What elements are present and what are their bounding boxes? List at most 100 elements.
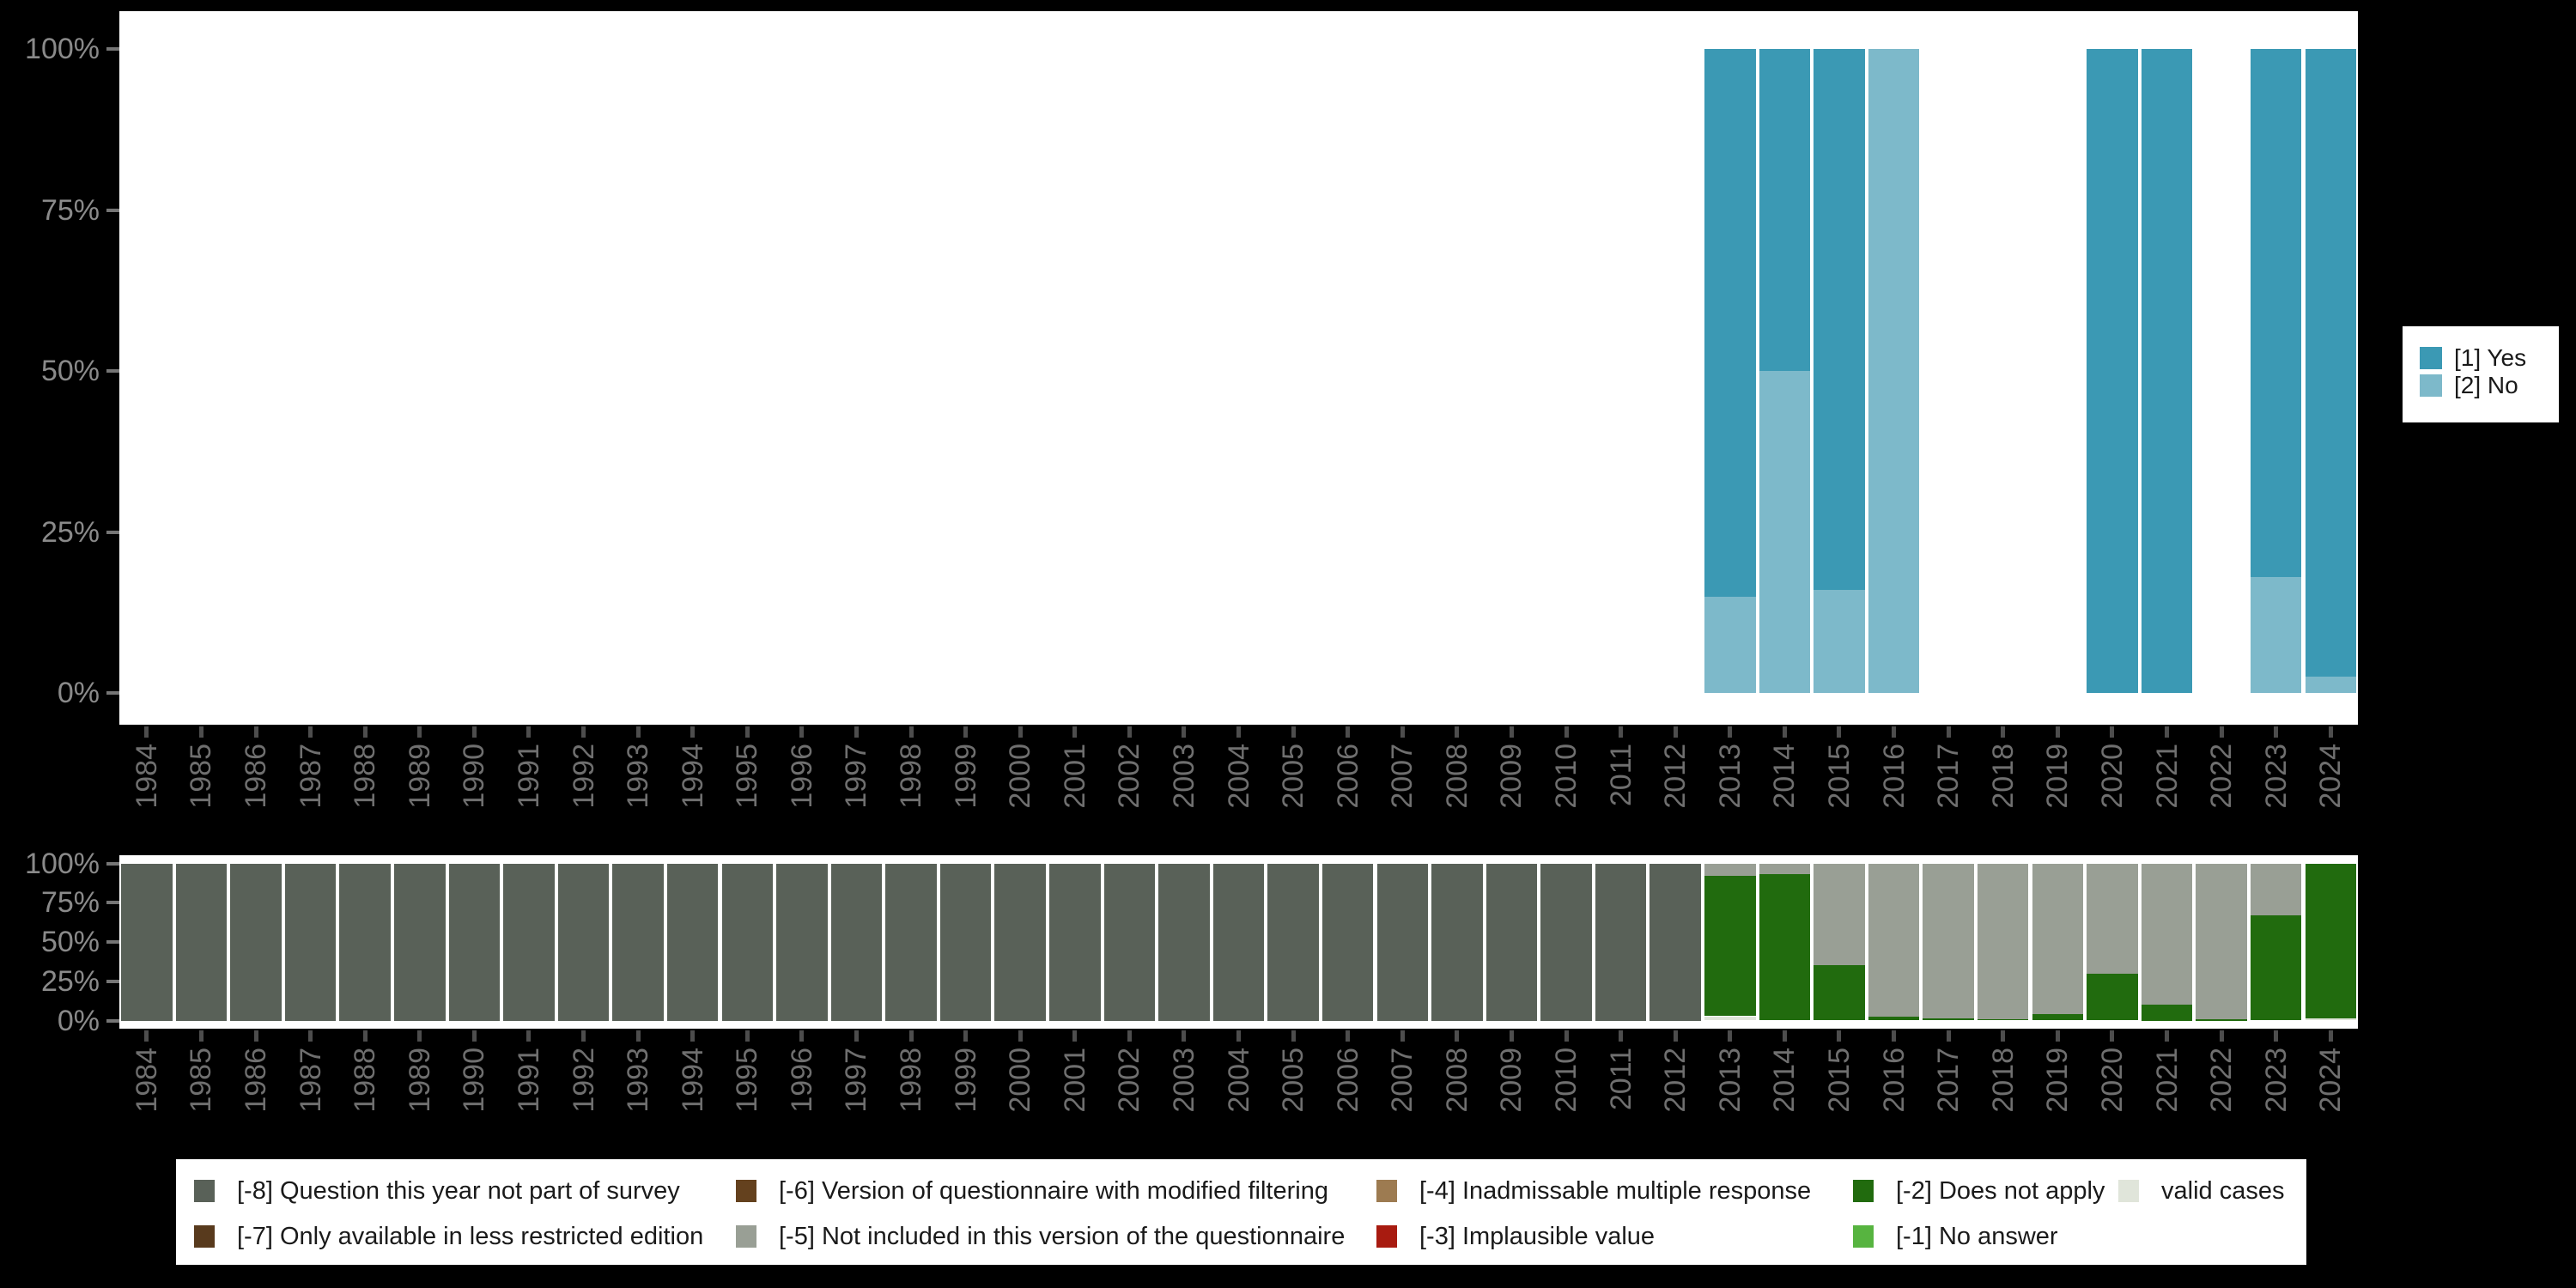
answers-x-tick (526, 726, 532, 738)
missing-x-tick-label: 1999 (949, 1048, 982, 1113)
missing-bar-segment-1998 (885, 863, 937, 1021)
answers-bar-segment-2015 (1814, 590, 1865, 693)
missing-bar-segment-2022 (2196, 1019, 2247, 1021)
answers-bar-segment-2016 (1868, 49, 1920, 693)
missing-x-tick (2219, 1030, 2224, 1042)
missing-legend-swatch (2118, 1180, 2139, 1202)
missing-x-tick-label: 2010 (1550, 1048, 1583, 1113)
missing-legend-label: valid cases (2161, 1177, 2285, 1205)
missing-bar-segment-2014 (1759, 874, 1811, 1021)
answers-x-tick (417, 726, 422, 738)
missing-bar-segment-1995 (721, 863, 773, 1021)
answers-y-tick (106, 530, 119, 534)
missing-y-tick-label: 75% (40, 886, 100, 920)
missing-x-tick-label: 2015 (1822, 1048, 1856, 1113)
answers-x-tick-label: 1987 (294, 744, 327, 809)
missing-x-tick (526, 1030, 532, 1042)
answers-x-tick (1782, 726, 1787, 738)
missing-x-tick-label: 2024 (2314, 1048, 2348, 1113)
answers-x-tick (2055, 726, 2060, 738)
missing-bar-segment-1984 (121, 863, 173, 1021)
missing-bar-segment-1992 (557, 863, 610, 1021)
missing-x-tick-label: 2016 (1877, 1048, 1911, 1113)
missing-x-tick (417, 1030, 422, 1042)
answers-x-tick (1182, 726, 1187, 738)
missing-bar-segment-2004 (1212, 863, 1265, 1021)
missing-legend-swatch (1853, 1180, 1874, 1202)
missing-x-tick-label: 1986 (240, 1048, 272, 1113)
answers-x-tick-label: 2021 (2150, 744, 2184, 809)
answers-x-tick-label: 2017 (1932, 744, 1965, 809)
answers-x-tick-label: 2012 (1659, 744, 1692, 809)
answers-x-tick-label: 1998 (895, 744, 927, 809)
missing-x-tick-label: 1992 (567, 1048, 600, 1113)
answers-x-tick (2165, 726, 2169, 738)
missing-x-tick-label: 2020 (2095, 1048, 2129, 1113)
answers-legend-swatch (2420, 374, 2442, 397)
answers-y-tick-label: 50% (40, 355, 100, 387)
answers-bar-segment-2013 (1704, 49, 1756, 597)
answers-x-tick (1018, 726, 1023, 738)
answers-x-tick (2219, 726, 2224, 738)
answers-bar-segment-2023 (2250, 577, 2302, 693)
missing-x-tick-label: 2007 (1386, 1048, 1419, 1113)
answers-x-tick (198, 726, 204, 738)
answers-x-tick (1892, 726, 1896, 738)
answers-x-tick-label: 2023 (2259, 744, 2293, 809)
answers-x-tick (690, 726, 696, 738)
missing-legend-swatch (736, 1225, 756, 1248)
answers-x-tick-label: 2013 (1713, 744, 1747, 809)
answers-x-tick (2001, 726, 2006, 738)
answers-x-tick-label: 1989 (403, 744, 436, 809)
answers-x-tick (1127, 726, 1132, 738)
missing-legend-swatch (1376, 1225, 1397, 1248)
missing-x-tick-label: 1990 (458, 1048, 491, 1113)
answers-x-tick (744, 726, 750, 738)
missing-legend-swatch (194, 1225, 215, 1248)
answers-legend-label: [1] Yes (2454, 344, 2527, 371)
missing-x-tick (799, 1030, 805, 1042)
answers-bar-segment-2021 (2141, 49, 2193, 693)
answers-x-tick-label: 1997 (840, 744, 873, 809)
missing-bar-segment-2018 (1977, 863, 2029, 1020)
missing-bar-segment-2014 (1759, 863, 1811, 875)
missing-y-tick-label: 0% (57, 1004, 100, 1037)
missing-bar-segment-2013 (1704, 863, 1756, 877)
answers-x-tick-label: 2018 (1986, 744, 2020, 809)
missing-x-tick-label: 2014 (1768, 1048, 1801, 1113)
missing-x-tick-label: 1991 (512, 1048, 545, 1113)
missing-x-tick-label: 2001 (1058, 1048, 1091, 1113)
missing-x-tick (2055, 1030, 2060, 1042)
answers-x-tick (2274, 726, 2279, 738)
missing-legend-swatch (1376, 1180, 1397, 1202)
answers-x-tick (1346, 726, 1351, 738)
answers-x-tick (362, 726, 368, 738)
missing-x-tick (2165, 1030, 2169, 1042)
missing-x-tick (1946, 1030, 1951, 1042)
missing-x-tick-label: 2018 (1986, 1048, 2020, 1113)
missing-y-tick (106, 861, 119, 866)
missing-legend-label: [-8] Question this year not part of surv… (237, 1177, 680, 1205)
answers-x-tick (635, 726, 641, 738)
missing-bar-segment-1989 (394, 863, 446, 1021)
answers-x-tick (963, 726, 969, 738)
answers-x-tick-label: 2001 (1058, 744, 1091, 809)
answers-x-tick-label: 2008 (1440, 744, 1473, 809)
missing-y-tick (106, 979, 119, 983)
answers-x-tick-label: 1988 (349, 744, 382, 809)
answers-x-tick (1455, 726, 1460, 738)
missing-bar-segment-2015 (1814, 863, 1865, 966)
answers-x-tick-label: 2022 (2205, 744, 2238, 809)
missing-bar-segment-1994 (666, 863, 719, 1021)
missing-y-tick (106, 1018, 119, 1023)
missing-legend-label: [-2] Does not apply (1896, 1177, 2105, 1205)
missing-bar-segment-2008 (1431, 863, 1483, 1021)
missing-x-tick (1455, 1030, 1460, 1042)
missing-y-tick-label: 50% (40, 926, 100, 958)
missing-legend-label: [-6] Version of questionnaire with modif… (779, 1177, 1328, 1205)
missing-x-tick-label: 1988 (349, 1048, 382, 1113)
missing-x-tick (854, 1030, 859, 1042)
answers-x-tick (144, 726, 149, 738)
answers-y-tick-label: 0% (57, 677, 100, 709)
missing-x-tick (198, 1030, 204, 1042)
